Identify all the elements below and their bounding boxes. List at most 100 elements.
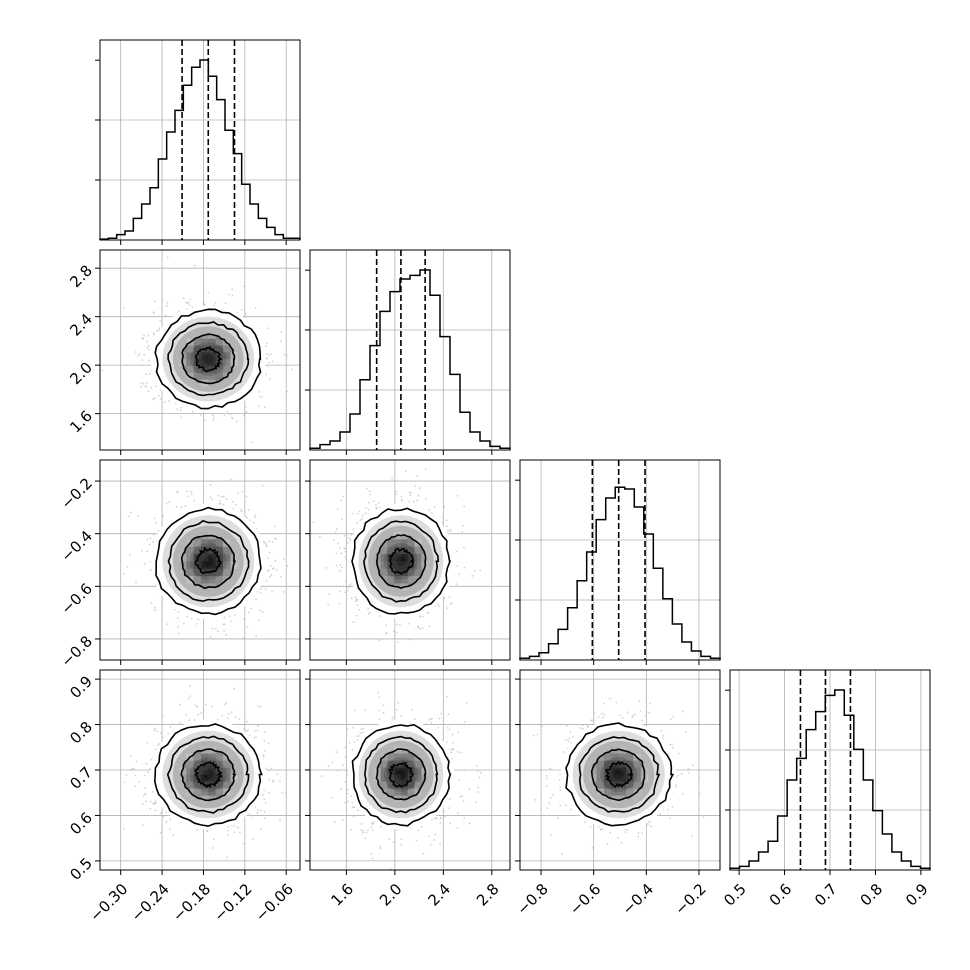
scatter-point — [327, 765, 330, 767]
scatter-point — [419, 487, 421, 490]
scatter-point — [234, 503, 237, 506]
scatter-point — [437, 726, 440, 729]
scatter-point — [344, 547, 346, 550]
density-cell — [407, 568, 415, 577]
scatter-point — [340, 552, 343, 554]
scatter-point — [351, 512, 354, 515]
scatter-point — [177, 632, 180, 635]
scatter-point — [260, 396, 263, 399]
scatter-point — [267, 557, 269, 560]
scatter-point — [172, 834, 175, 836]
scatter-point — [267, 354, 270, 356]
scatter-point — [620, 841, 623, 844]
scatter-point — [223, 414, 226, 417]
scatter-point — [180, 416, 183, 419]
scatter-point — [602, 716, 605, 719]
scatter-point — [188, 304, 191, 307]
density-cell — [193, 539, 202, 547]
scatter-point — [283, 353, 286, 356]
scatter-point — [457, 812, 459, 814]
density-cell — [215, 365, 224, 373]
density-cell — [407, 788, 415, 796]
scatter-point — [226, 411, 229, 413]
contour-line — [375, 533, 427, 589]
scatter-point — [437, 605, 440, 608]
scatter-point — [382, 711, 385, 714]
contour-line — [181, 333, 236, 385]
scatter-point — [217, 494, 220, 497]
scatter-point — [677, 774, 679, 777]
scatter-point — [273, 525, 276, 528]
density-cell — [193, 345, 202, 353]
scatter-point — [417, 829, 420, 832]
density-cell — [394, 781, 402, 789]
scatter-point — [356, 522, 358, 524]
density-cell — [208, 331, 216, 339]
x-tick-label: −0.18 — [169, 880, 214, 925]
scatter-point — [365, 507, 368, 509]
density-cell — [200, 788, 209, 796]
scatter-point — [267, 570, 269, 572]
scatter-point — [465, 702, 468, 704]
density-cell — [193, 352, 202, 360]
scatter-point — [344, 550, 347, 553]
density-cell — [414, 760, 422, 768]
scatter-point — [166, 301, 169, 304]
scatter-point — [418, 627, 421, 630]
scatter-point — [265, 767, 267, 770]
scatter-point — [218, 502, 221, 505]
scatter-point — [353, 741, 356, 743]
scatter-point — [396, 631, 398, 634]
scatter-point — [286, 565, 289, 567]
density-cell — [394, 753, 402, 761]
scatter-point — [416, 475, 419, 478]
scatter-point — [154, 606, 157, 609]
scatter-point — [463, 546, 465, 549]
scatter-point — [230, 711, 233, 713]
scatter-point — [211, 705, 213, 708]
scatter-point — [265, 588, 267, 591]
scatter-point — [159, 831, 162, 834]
scatter-point — [584, 821, 586, 824]
scatter-point — [395, 490, 397, 493]
scatter-point — [280, 340, 282, 343]
scatter-point — [233, 687, 236, 690]
scatter-point — [177, 625, 180, 628]
scatter-point — [270, 767, 273, 770]
scatter-point — [240, 508, 243, 511]
scatter-point — [257, 705, 260, 708]
density-cell — [208, 553, 216, 562]
density-cell — [394, 553, 402, 562]
scatter-point — [446, 726, 449, 729]
scatter-point — [159, 397, 162, 400]
panel-frame — [99, 249, 301, 451]
x-tick-label: −0.12 — [210, 880, 255, 925]
scatter-point — [344, 801, 346, 804]
scatter-point — [650, 825, 652, 827]
scatter-point — [609, 697, 611, 700]
density-cell — [208, 767, 216, 775]
scatter-point — [151, 791, 154, 793]
contour-line — [351, 723, 452, 827]
scatter-point — [341, 818, 344, 821]
scatter-point — [165, 502, 168, 505]
y-tick-label: 0.9 — [66, 672, 96, 702]
scatter-point — [559, 804, 562, 807]
scatter-point — [549, 767, 552, 770]
scatter-panel-4-2 — [305, 669, 511, 875]
scatter-point — [343, 534, 346, 537]
density-cell — [208, 753, 216, 761]
scatter-point — [446, 525, 448, 528]
scatter-point — [441, 521, 444, 524]
scatter-point — [348, 741, 351, 744]
scatter-point — [240, 510, 243, 513]
scatter-point — [443, 597, 446, 599]
x-tick-label: −0.24 — [128, 880, 173, 925]
scatter-point — [641, 719, 644, 722]
scatter-point — [143, 334, 145, 337]
scatter-point — [241, 490, 244, 493]
scatter-point — [566, 724, 568, 727]
scatter-point — [135, 581, 137, 584]
scatter-point — [377, 691, 380, 694]
scatter-point — [400, 838, 403, 840]
